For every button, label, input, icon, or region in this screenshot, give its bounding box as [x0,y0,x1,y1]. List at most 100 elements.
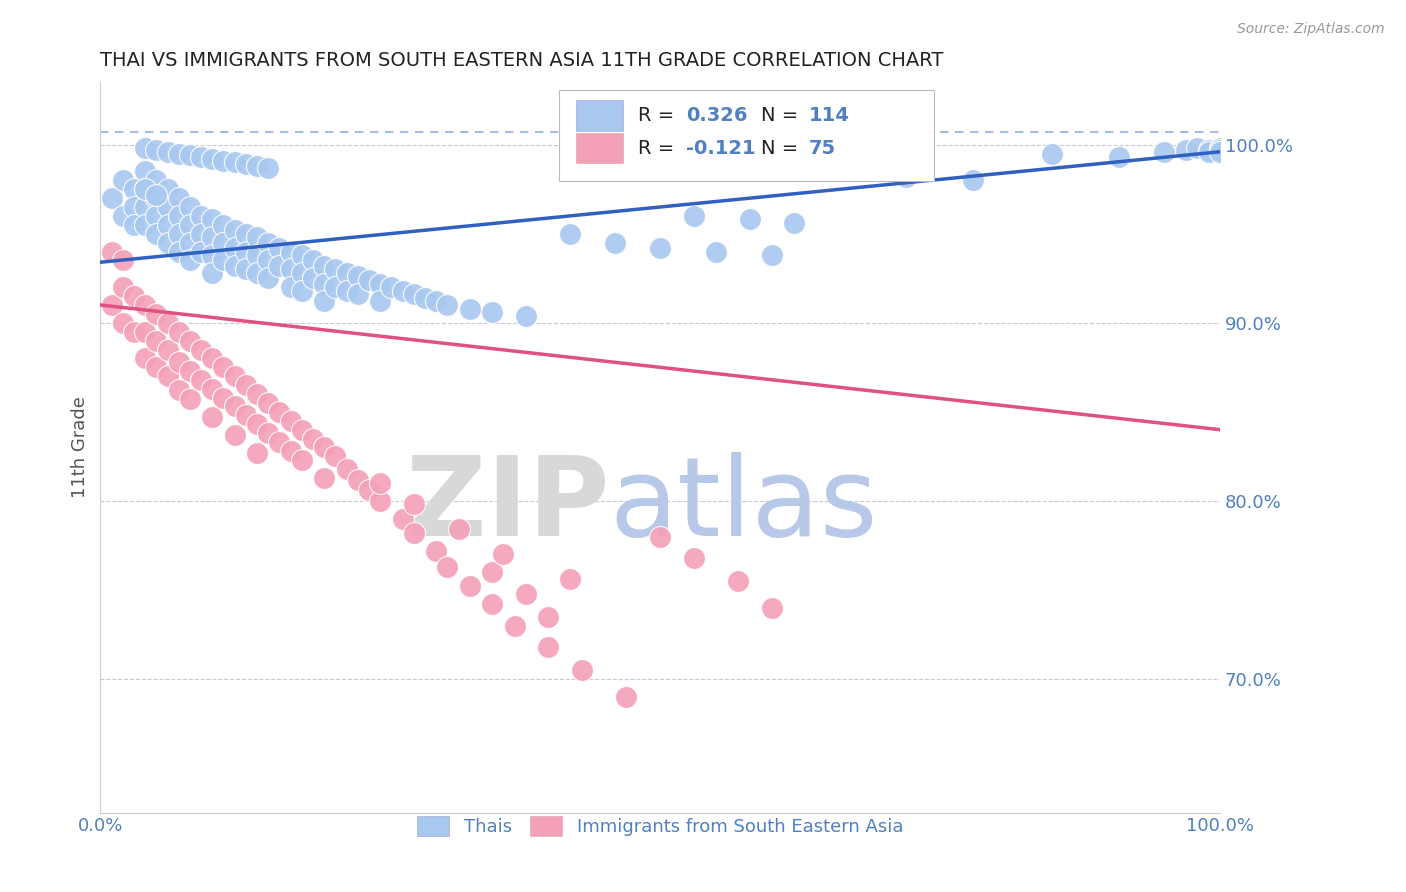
Text: N =: N = [761,138,804,158]
Point [145,209,167,223]
Point [515,309,537,323]
Point [537,609,560,624]
Point [134,164,156,178]
Point [179,235,201,250]
Point [167,384,190,398]
Point [167,209,190,223]
Text: R =: R = [638,138,681,158]
Point [1209,145,1232,159]
Point [302,432,325,446]
Point [458,301,481,316]
Legend: Thais, Immigrants from South Eastern Asia: Thais, Immigrants from South Eastern Asi… [409,808,911,844]
Point [1108,150,1130,164]
Point [179,392,201,407]
Point [100,191,122,205]
Point [761,600,783,615]
Point [156,218,179,232]
Point [503,618,526,632]
Point [145,191,167,205]
Point [291,453,314,467]
Point [156,235,179,250]
Point [190,150,212,164]
Text: 0.326: 0.326 [686,106,747,125]
Point [436,298,458,312]
Point [447,522,470,536]
Point [257,161,280,175]
Point [235,409,257,423]
Point [179,253,201,268]
Point [145,227,167,241]
Point [156,200,179,214]
Point [368,476,391,491]
Point [201,230,224,244]
Point [122,182,145,196]
Point [325,280,347,294]
Point [280,444,302,458]
Point [336,284,359,298]
Point [425,543,447,558]
Point [100,298,122,312]
Point [246,266,269,280]
Point [179,200,201,214]
Point [368,277,391,291]
Point [111,316,134,330]
Point [368,294,391,309]
Point [111,253,134,268]
Point [269,405,291,419]
Point [122,218,145,232]
Point [156,145,179,159]
Point [391,512,413,526]
Point [235,227,257,241]
Point [492,547,515,561]
Point [280,244,302,259]
Text: 75: 75 [808,138,837,158]
Text: Source: ZipAtlas.com: Source: ZipAtlas.com [1237,22,1385,37]
Point [156,316,179,330]
Point [224,241,246,255]
Text: -0.121: -0.121 [686,138,755,158]
Point [571,663,593,677]
Point [201,410,224,425]
Text: THAI VS IMMIGRANTS FROM SOUTH EASTERN ASIA 11TH GRADE CORRELATION CHART: THAI VS IMMIGRANTS FROM SOUTH EASTERN AS… [100,51,943,70]
Point [235,262,257,277]
Text: ZIP: ZIP [406,452,610,559]
Point [246,387,269,401]
Point [212,153,235,168]
Point [212,218,235,232]
Point [291,284,314,298]
Point [336,266,359,280]
Point [346,473,368,487]
Point [190,244,212,259]
Point [167,191,190,205]
Point [246,417,269,432]
Point [190,343,212,357]
Point [280,280,302,294]
Point [179,218,201,232]
Point [257,253,280,268]
Point [314,259,336,273]
Point [605,235,627,250]
Point [704,244,727,259]
Point [682,550,704,565]
Point [201,152,224,166]
Point [224,259,246,273]
Point [134,325,156,339]
Point [314,471,336,485]
Point [481,597,503,611]
Point [134,182,156,196]
Point [134,182,156,196]
Point [111,173,134,187]
Point [235,378,257,392]
Point [100,244,122,259]
Point [156,343,179,357]
Point [201,382,224,396]
Point [111,280,134,294]
Point [302,271,325,285]
Point [122,200,145,214]
Point [212,235,235,250]
Point [560,572,582,586]
Point [134,351,156,366]
Text: N =: N = [761,106,804,125]
Point [145,143,167,157]
Point [224,155,246,169]
